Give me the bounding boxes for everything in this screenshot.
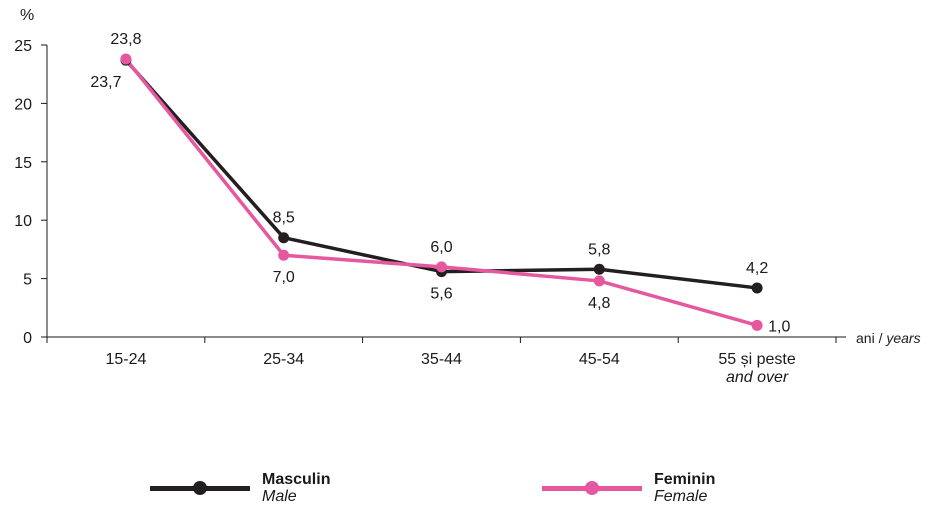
data-label-masculin: 5,8 [588,241,610,258]
series-layer [120,53,763,331]
data-label-masculin: 5,6 [430,286,452,303]
data-label-feminin: 6,0 [430,239,452,256]
data-label-feminin: 7,0 [273,269,295,286]
legend-item-masculin: Masculin Male [150,471,330,505]
data-point-feminin [751,319,763,331]
labels-layer: 23,7 8,5 5,6 5,8 4,2 23,8 7,0 6,0 4,8 1,0 [90,31,790,335]
y-tick-label: 15 [14,155,32,172]
line-chart: 0 5 10 15 20 25% 15-24 25-34 35-44 45-54 55 și pes… [14,7,920,386]
legend-label-female: Female [654,488,708,505]
data-label-masculin: 8,5 [273,210,295,227]
data-label-masculin: 4,2 [746,260,768,277]
x-tick-label: 35-44 [421,351,462,368]
y-axis-unit: % [20,7,34,24]
legend-label-feminin: Feminin [654,471,716,488]
data-label-masculin: 23,7 [90,74,121,91]
y-tick-label: 10 [14,213,32,230]
y-tick-label: 20 [14,96,32,113]
data-point-masculin [751,282,763,294]
legend-label-male: Male [262,488,297,505]
x-tick-label: 45-54 [579,351,620,368]
legend-swatch-feminin [542,477,642,499]
legend-label-masculin: Masculin [262,471,331,488]
y-tick-label: 0 [23,330,32,347]
x-tick-label: 25-34 [263,351,304,368]
data-point-feminin [593,275,605,287]
x-tick-label: 15-24 [105,351,146,368]
data-label-feminin: 23,8 [110,31,141,48]
legend-swatch-masculin [150,477,250,499]
data-point-feminin [120,53,132,65]
data-point-masculin [278,232,290,244]
x-axis-unit: ani / years [856,330,921,346]
data-label-feminin: 1,0 [768,318,790,335]
y-tick-label: 25 [14,38,32,55]
x-tick-label: 55 și peste [718,351,795,368]
legend-item-feminin: Feminin Female [542,471,715,505]
data-point-feminin [436,261,447,273]
data-point-masculin [593,263,605,275]
data-point-feminin [278,249,290,261]
y-tick-label: 5 [23,272,32,289]
data-label-feminin: 4,8 [588,295,610,312]
axes: 0 5 10 15 20 25% 15-24 25-34 35-44 45-54 55 și pes… [14,7,920,386]
x-tick-label-en: and over [726,369,789,386]
